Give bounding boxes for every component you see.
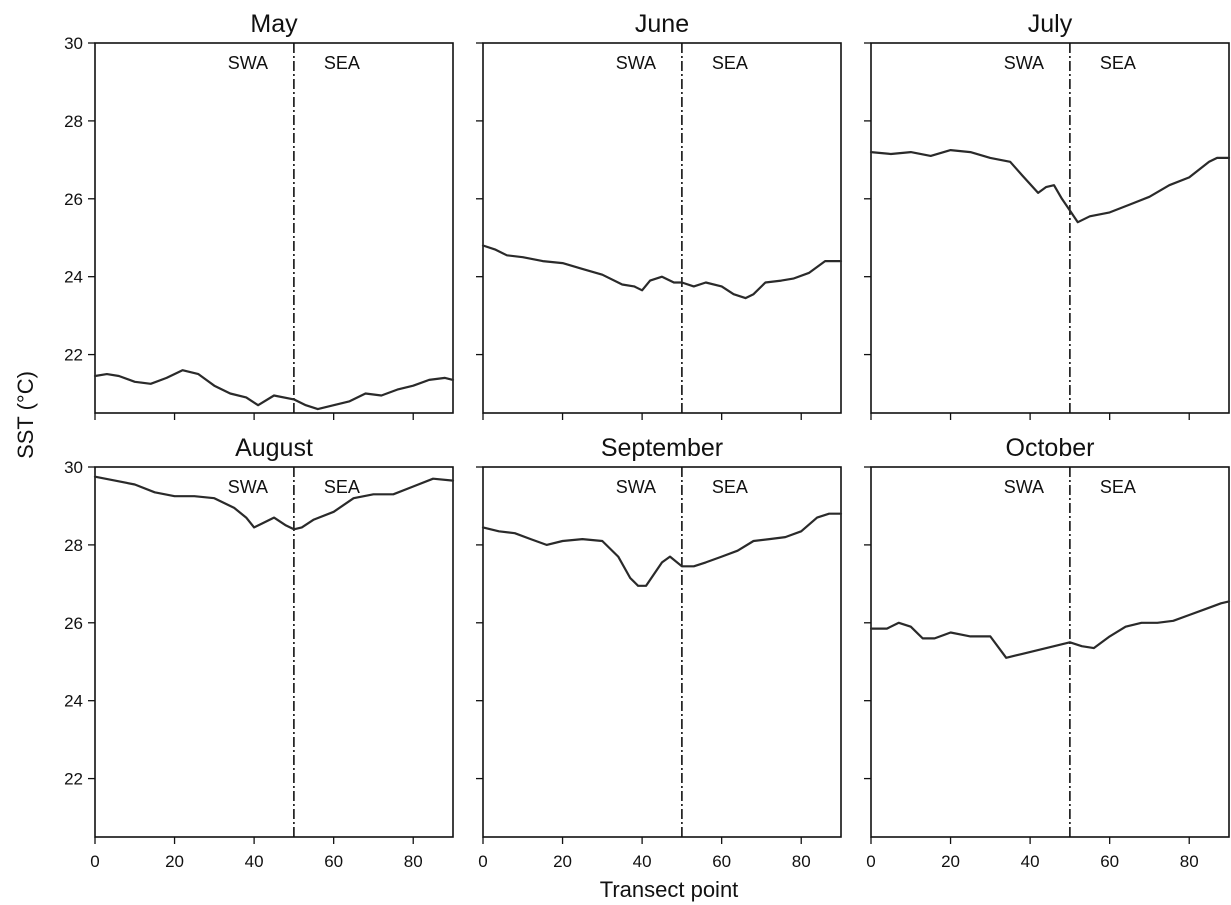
x-tick-label: 60 [712, 852, 731, 871]
y-tick-label: 22 [64, 770, 83, 789]
y-tick-label: 22 [64, 346, 83, 365]
sst-series-line [869, 600, 1231, 659]
y-tick-label: 24 [64, 268, 83, 287]
panel-title: July [1028, 10, 1073, 38]
y-tick-label: 30 [64, 34, 83, 53]
x-tick-label: 80 [1180, 852, 1199, 871]
panel-october: October 0 20 40 60 80 SWA SEA [864, 434, 1231, 871]
x-tick-label: 40 [245, 852, 264, 871]
y-tick-label: 28 [64, 536, 83, 555]
x-tick-label: 0 [866, 852, 875, 871]
x-tick-label: 60 [1100, 852, 1119, 871]
x-tick-label: 0 [90, 852, 99, 871]
x-tick-label: 60 [324, 852, 343, 871]
panel-frame [94, 466, 454, 838]
sst-series-line [481, 244, 843, 300]
region-label-sea: SEA [324, 53, 360, 73]
x-tick-label: 80 [404, 852, 423, 871]
panel-title: June [635, 10, 689, 38]
y-tick-label: 28 [64, 112, 83, 131]
panel-title: October [1006, 434, 1095, 462]
x-tick-label: 20 [941, 852, 960, 871]
panel-june: June SWA SEA [476, 10, 843, 420]
region-label-swa: SWA [616, 53, 656, 73]
region-label-swa: SWA [1004, 477, 1044, 497]
sst-series-line [93, 369, 455, 411]
panel-september: September 0 20 40 60 80 SWA SEA [476, 434, 843, 871]
panel-frame [94, 42, 454, 414]
region-label-swa: SWA [228, 477, 268, 497]
panel-title: September [601, 434, 723, 462]
panel-may: May 22 24 26 28 30 SWA SEA [64, 10, 455, 420]
panel-frame [870, 42, 1230, 414]
y-tick-label: 24 [64, 692, 83, 711]
x-tick-label: 20 [165, 852, 184, 871]
x-tick-label: 20 [553, 852, 572, 871]
panel-title: August [235, 434, 313, 462]
sst-series-line [481, 512, 843, 587]
region-label-sea: SEA [1100, 53, 1136, 73]
sst-series-line [869, 149, 1231, 224]
panel-august: August 22 24 26 28 30 0 20 40 60 80 SWA SEA [64, 434, 455, 871]
region-label-swa: SWA [616, 477, 656, 497]
region-label-sea: SEA [712, 53, 748, 73]
region-label-swa: SWA [228, 53, 268, 73]
y-axis-label: SST (°C) [13, 371, 38, 459]
x-tick-label: 0 [478, 852, 487, 871]
panel-frame [482, 466, 842, 838]
region-label-sea: SEA [324, 477, 360, 497]
y-tick-label: 30 [64, 458, 83, 477]
region-label-sea: SEA [712, 477, 748, 497]
panel-title: May [250, 10, 298, 38]
region-label-sea: SEA [1100, 477, 1136, 497]
x-axis-label: Transect point [600, 877, 739, 902]
x-tick-label: 40 [633, 852, 652, 871]
sst-series-line [93, 475, 455, 531]
x-tick-label: 40 [1021, 852, 1040, 871]
panel-july: July SWA SEA [864, 10, 1231, 420]
y-tick-label: 26 [64, 614, 83, 633]
panel-frame [482, 42, 842, 414]
region-label-swa: SWA [1004, 53, 1044, 73]
x-tick-label: 80 [792, 852, 811, 871]
panel-frame [870, 466, 1230, 838]
y-tick-label: 26 [64, 190, 83, 209]
